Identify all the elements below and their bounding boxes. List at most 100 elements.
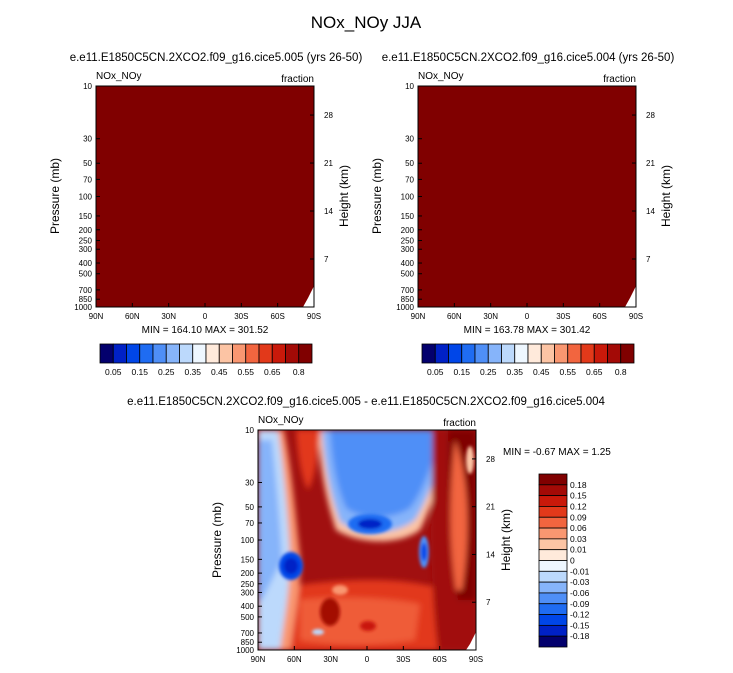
y-tick-label: 150 bbox=[79, 212, 93, 221]
x-tick-label: 90S bbox=[629, 312, 643, 321]
contour-edge bbox=[466, 632, 476, 650]
colorbar-label: 0.18 bbox=[570, 480, 587, 490]
colorbar-label: 0.45 bbox=[211, 367, 228, 377]
panel-title: e.e11.E1850C5CN.2XCO2.f09_g16.cice5.005 … bbox=[70, 52, 363, 64]
y-tick-label: 700 bbox=[241, 629, 255, 638]
y2-tick-label: 14 bbox=[324, 207, 333, 216]
colorbar-label: 0 bbox=[570, 556, 575, 566]
y2-tick-label: 14 bbox=[646, 207, 655, 216]
colorbar-label: -0.03 bbox=[570, 577, 590, 587]
colorbar-label: 0.8 bbox=[615, 367, 627, 377]
y2-tick-label: 28 bbox=[646, 111, 655, 120]
colorbar-box bbox=[139, 343, 154, 364]
y2-tick-label: 7 bbox=[646, 255, 651, 264]
colorbar-box bbox=[501, 343, 516, 364]
colorbar-label: -0.15 bbox=[570, 620, 590, 630]
y-tick-label: 1000 bbox=[236, 646, 254, 655]
colorbar-label: 0.25 bbox=[158, 367, 175, 377]
y2-tick-label: 7 bbox=[486, 598, 491, 607]
field-label: NOx_NOy bbox=[418, 71, 464, 82]
y-tick-label: 250 bbox=[401, 236, 415, 245]
colorbar-label: -0.18 bbox=[570, 631, 590, 641]
colorbar-box bbox=[538, 473, 568, 486]
y-tick-label: 250 bbox=[79, 236, 93, 245]
colorbar-box bbox=[538, 527, 568, 540]
colorbar-box bbox=[538, 624, 568, 637]
colorbar-box bbox=[593, 343, 608, 364]
panel-title: e.e11.E1850C5CN.2XCO2.f09_g16.cice5.005 … bbox=[127, 396, 605, 408]
colorbar-box bbox=[538, 506, 568, 518]
y-tick-label: 200 bbox=[401, 226, 415, 235]
contour-field bbox=[96, 86, 314, 307]
panel-difference: e.e11.E1850C5CN.2XCO2.f09_g16.cice5.005 … bbox=[127, 396, 611, 664]
y-tick-label: 200 bbox=[241, 569, 255, 578]
colorbar-label: -0.12 bbox=[570, 610, 590, 620]
colorbar-box bbox=[538, 603, 568, 615]
colorbar-label: 0.05 bbox=[427, 367, 444, 377]
y-tick-label: 70 bbox=[83, 175, 92, 184]
x-tick-label: 90N bbox=[251, 655, 266, 664]
colorbar-box bbox=[205, 343, 220, 364]
colorbar-box bbox=[245, 343, 260, 364]
colorbar-label: -0.06 bbox=[570, 588, 590, 598]
contour-edge bbox=[303, 286, 314, 307]
colorbar-label: 0.65 bbox=[264, 367, 281, 377]
colorbar-box bbox=[298, 343, 313, 364]
colorbar-box bbox=[538, 516, 568, 529]
y-tick-label: 500 bbox=[401, 270, 415, 279]
colorbar-label: 0.65 bbox=[586, 367, 603, 377]
colorbar-label: 0.15 bbox=[131, 367, 148, 377]
y-tick-label: 30 bbox=[83, 135, 92, 144]
x-tick-label: 0 bbox=[525, 312, 530, 321]
y-tick-label: 200 bbox=[79, 226, 93, 235]
colorbar-box bbox=[607, 343, 622, 364]
colorbar-box bbox=[538, 635, 568, 648]
colorbar-box bbox=[580, 343, 595, 364]
colorbar-box bbox=[152, 343, 167, 364]
x-tick-label: 0 bbox=[365, 655, 370, 664]
x-tick-label: 30S bbox=[556, 312, 570, 321]
x-tick-label: 30N bbox=[161, 312, 176, 321]
y2-tick-label: 28 bbox=[486, 455, 495, 464]
colorbar-label: -0.09 bbox=[570, 599, 590, 609]
y-tick-label: 50 bbox=[245, 503, 254, 512]
y2-tick-label: 21 bbox=[646, 159, 655, 168]
x-tick-label: 90S bbox=[469, 655, 483, 664]
field-label: NOx_NOy bbox=[96, 71, 142, 82]
colorbar-box bbox=[538, 538, 568, 551]
main-title: NOx_NOy JJA bbox=[311, 13, 422, 32]
colorbar-box bbox=[448, 343, 463, 364]
colorbar-label: 0.09 bbox=[570, 512, 587, 522]
colorbar-label: -0.01 bbox=[570, 566, 590, 576]
min-max-stats: MIN = -0.67 MAX = 1.25 bbox=[503, 447, 611, 458]
colorbar-box bbox=[538, 581, 568, 594]
axes: 1030507010015020025030040050070085010002… bbox=[236, 426, 495, 664]
units-label: fraction bbox=[443, 418, 476, 429]
x-tick-label: 30S bbox=[396, 655, 410, 664]
colorbar: 0.05 0.15 0.25 0.35 0.45 0.55 0.65 0.8 bbox=[421, 343, 635, 377]
y-tick-label: 850 bbox=[401, 295, 415, 304]
y-tick-label: 50 bbox=[83, 159, 92, 168]
colorbar-box bbox=[461, 343, 476, 364]
colorbar-box bbox=[434, 343, 449, 364]
colorbar-box bbox=[421, 343, 436, 364]
colorbar-label: 0.01 bbox=[570, 545, 587, 555]
colorbar-label: 0.12 bbox=[570, 501, 587, 511]
y-axis-label: Pressure (mb) bbox=[370, 158, 384, 234]
colorbar-box bbox=[527, 343, 542, 364]
colorbar-label: 0.45 bbox=[533, 367, 550, 377]
x-tick-label: 90N bbox=[89, 312, 104, 321]
axes: 1030507010015020025030040050070085010002… bbox=[396, 82, 655, 321]
colorbar-box bbox=[165, 343, 180, 364]
y2-axis-label: Height (km) bbox=[337, 165, 351, 227]
y-axis-label: Pressure (mb) bbox=[48, 158, 62, 234]
colorbar-label: 0.35 bbox=[184, 367, 201, 377]
x-tick-label: 30S bbox=[234, 312, 248, 321]
panel-title: e.e11.E1850C5CN.2XCO2.f09_g16.cice5.004 … bbox=[382, 52, 675, 64]
x-tick-label: 60N bbox=[287, 655, 302, 664]
colorbar-box bbox=[514, 343, 529, 364]
y-tick-label: 400 bbox=[241, 602, 255, 611]
y-tick-label: 150 bbox=[401, 212, 415, 221]
colorbar-box bbox=[474, 343, 489, 364]
